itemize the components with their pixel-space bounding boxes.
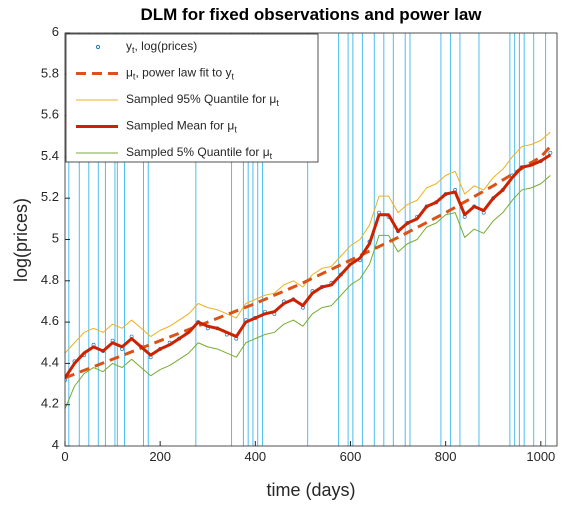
ticks: 0 200 400 600 800 1000 4 4.2 4.4 4.6 4.8 5 5.2 5.4 5.6… xyxy=(41,24,555,464)
y-axis-label: log(prices) xyxy=(11,198,31,282)
legend-box xyxy=(65,33,319,163)
y-tick-label: 6 xyxy=(52,24,59,39)
legend: yt​, log(prices) μt​, power law fit to yt… xyxy=(65,33,319,163)
x-axis-label: time (days) xyxy=(266,480,355,500)
x-tick-label: 600 xyxy=(340,449,362,464)
y-tick-label: 4 xyxy=(52,437,59,452)
observation-dot xyxy=(548,150,553,155)
x-tick-label: 800 xyxy=(435,449,457,464)
chart-title: DLM for fixed observations and power law xyxy=(141,5,483,24)
series-line xyxy=(65,153,552,379)
legend-label: Sampled 95% Quantile for μt​ xyxy=(126,92,279,108)
legend-marker xyxy=(95,44,101,50)
y-tick-label: 4.2 xyxy=(41,396,59,411)
legend-label: μt​, power law fit to yt​ xyxy=(126,66,234,82)
legend-label: yt​, log(prices) xyxy=(126,39,197,55)
x-tick-label: 1000 xyxy=(526,449,555,464)
y-tick-label: 5.4 xyxy=(41,148,59,163)
series-line xyxy=(65,175,551,410)
x-tick-label: 0 xyxy=(61,449,68,464)
legend-label: Sampled Mean for μt​ xyxy=(126,119,237,135)
y-tick-label: 4.4 xyxy=(41,355,59,370)
y-tick-label: 5 xyxy=(52,231,59,246)
x-tick-label: 400 xyxy=(244,449,266,464)
legend-label: Sampled 5% Quantile for μt​ xyxy=(126,145,273,161)
y-tick-label: 4.8 xyxy=(41,272,59,287)
y-tick-label: 5.8 xyxy=(41,66,59,81)
y-tick-label: 5.2 xyxy=(41,190,59,205)
y-tick-label: 5.6 xyxy=(41,107,59,122)
x-tick-label: 200 xyxy=(149,449,171,464)
y-tick-label: 4.6 xyxy=(41,314,59,329)
